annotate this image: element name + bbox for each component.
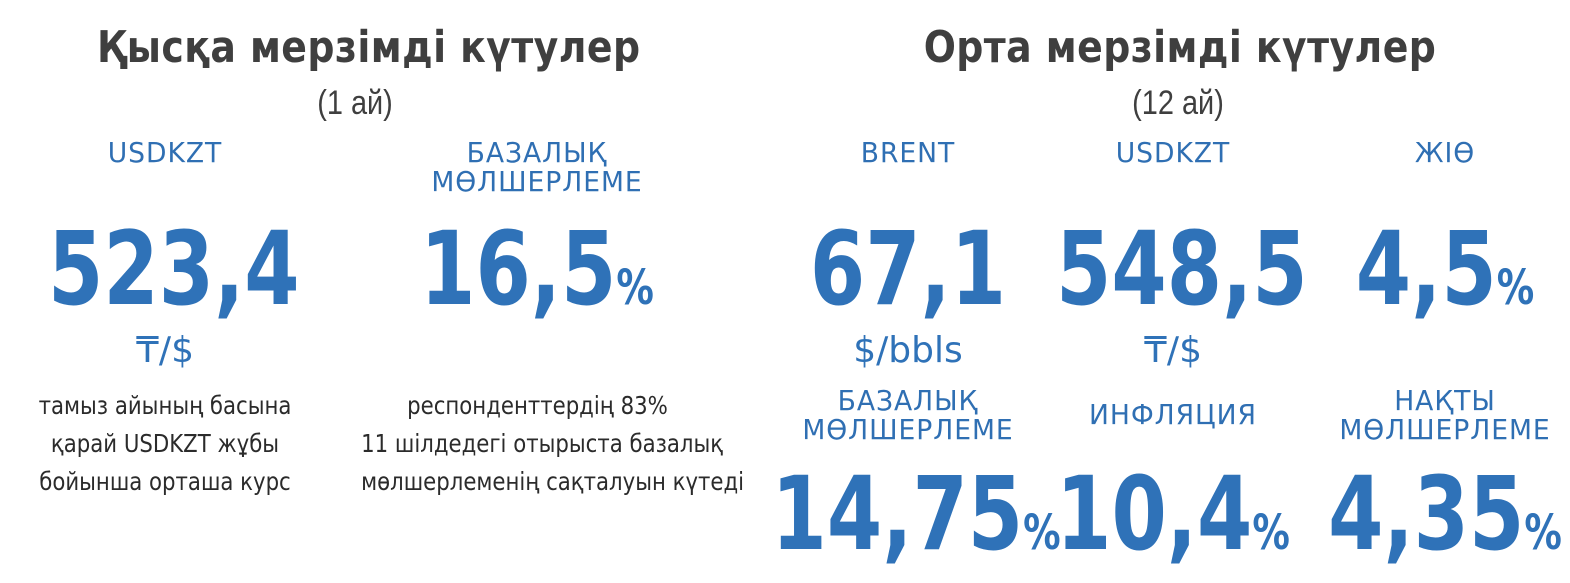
- desc-line: респонденттердің 83%: [361, 387, 714, 425]
- desc-line: мөлшерлеменің сақталуын күтеді: [361, 463, 714, 501]
- short-term-base-rate-label: БАЗАЛЫҚ МӨЛШЕРЛЕМЕ: [395, 138, 680, 196]
- real-rate-label: НАҚТЫ МӨЛШЕРЛЕМЕ: [1303, 386, 1570, 444]
- value-number: 4,5: [1356, 210, 1497, 329]
- percent-sign: %: [616, 260, 654, 316]
- medium-term-period: (12 ай): [1093, 84, 1263, 123]
- short-term-base-rate-desc: респонденттердің 83% 11 шілдедегі отырыс…: [361, 387, 714, 501]
- percent-sign: %: [1524, 505, 1562, 561]
- label-line: НАҚТЫ: [1303, 386, 1570, 415]
- percent-sign: %: [1252, 505, 1290, 561]
- desc-line: қарай USDKZT жұбы: [25, 425, 306, 463]
- short-term-period: (1 ай): [270, 84, 440, 123]
- label-line: МӨЛШЕРЛЕМЕ: [766, 415, 1051, 444]
- value-number: 10,4: [1056, 455, 1252, 574]
- inflation-value: 10,4%: [1056, 465, 1290, 583]
- medium-base-rate-label: БАЗАЛЫҚ МӨЛШЕРЛЕМЕ: [766, 386, 1051, 444]
- short-term-usdkzt-label: USDKZT: [70, 138, 260, 167]
- percent-sign: %: [1497, 260, 1535, 316]
- brent-value: 67,1: [791, 220, 1025, 320]
- value-number: 16,5: [420, 210, 616, 329]
- desc-line: 11 шілдедегі отырыста базалық: [361, 425, 714, 463]
- inflation-label: ИНФЛЯЦИЯ: [1031, 400, 1316, 429]
- short-term-base-rate-value: 16,5%: [420, 220, 654, 338]
- gdp-value: 4,5%: [1328, 220, 1562, 338]
- real-rate-value: 4,35%: [1328, 465, 1562, 583]
- label-line: МӨЛШЕРЛЕМЕ: [395, 167, 680, 196]
- value-number: 14,75: [772, 455, 1024, 574]
- label-line: МӨЛШЕРЛЕМЕ: [1303, 415, 1570, 444]
- short-term-usdkzt-value: 523,4: [48, 220, 282, 320]
- desc-line: тамыз айының басына: [25, 387, 306, 425]
- short-term-usdkzt-desc: тамыз айының басына қарай USDKZT жұбы бо…: [25, 387, 306, 501]
- gdp-label: ЖІӨ: [1350, 138, 1540, 167]
- medium-base-rate-value: 14,75%: [772, 465, 1045, 583]
- label-line: БАЗАЛЫҚ: [766, 386, 1051, 415]
- value-number: 4,35: [1328, 455, 1524, 574]
- brent-unit: $/bbls: [808, 330, 1008, 371]
- medium-term-title: Орта мерзімді күтулер: [922, 22, 1438, 73]
- short-term-usdkzt-unit: ₸/$: [65, 330, 265, 371]
- short-term-title: Қысқа мерзімді күтулер: [97, 22, 613, 73]
- medium-usdkzt-unit: ₸/$: [1073, 330, 1273, 371]
- brent-label: BRENT: [813, 138, 1003, 167]
- medium-usdkzt-value: 548,5: [1056, 220, 1290, 320]
- medium-usdkzt-label: USDKZT: [1078, 138, 1268, 167]
- label-line: БАЗАЛЫҚ: [395, 138, 680, 167]
- desc-line: бойынша орташа курс: [25, 463, 306, 501]
